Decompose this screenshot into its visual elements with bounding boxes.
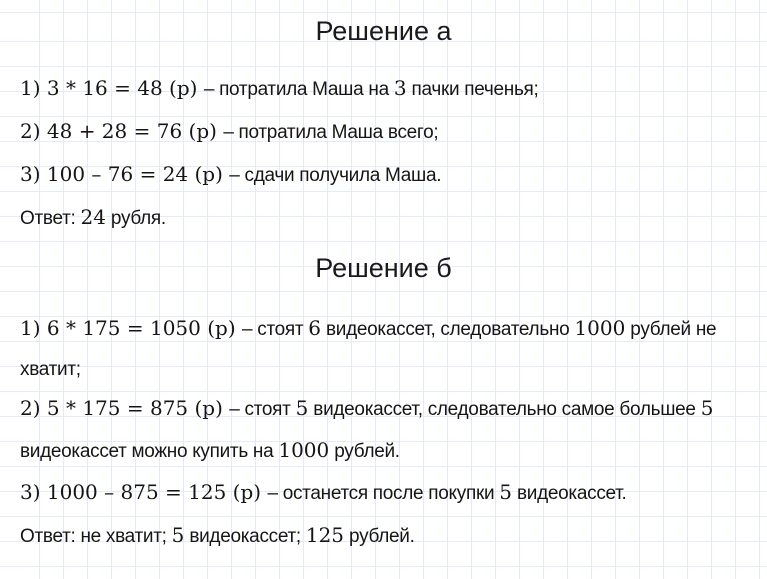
text-segment: 1) 6 * 175 = 1050 (р) (20, 316, 242, 340)
solution-line: 3) 100 – 76 = 24 (р) – сдачи получила Ма… (20, 161, 442, 190)
text-segment: видеокассет, следовательно (321, 319, 575, 340)
text-segment: 2) 48 + 28 = 76 (р) (20, 119, 224, 143)
solution-line: Ответ: не хватит; 5 видеокассет; 125 руб… (20, 522, 415, 551)
solution-line: 2) 5 * 175 = 875 (р) – стоят 5 видеокасс… (20, 395, 713, 424)
text-segment: видеокассет, следовательно самое большее (308, 399, 701, 420)
text-segment: 6 (308, 316, 322, 340)
text-segment: – сдачи получила Маша. (229, 165, 442, 186)
section-b-title: Решение б (315, 253, 452, 283)
text-segment: 3) 100 – 76 = 24 (р) (20, 162, 230, 186)
text-segment: рублей. (344, 526, 415, 547)
solution-line: 1) 6 * 175 = 1050 (р) – стоят 6 видеокас… (20, 315, 717, 344)
text-segment: 2) 5 * 175 = 875 (р) (20, 396, 230, 420)
text-segment: 1000 (278, 438, 330, 462)
text-segment: – потратила Маша на (203, 79, 394, 100)
text-segment: хватит; (20, 359, 81, 380)
text-segment: 125 (305, 523, 345, 547)
text-segment: 3) 1000 – 875 = 125 (р) (20, 480, 268, 504)
text-segment: 24 (80, 205, 106, 229)
text-segment: 5 (700, 396, 714, 420)
text-segment: – стоят (229, 399, 296, 420)
text-segment: 5 (171, 523, 185, 547)
text-segment: Ответ: (20, 208, 81, 229)
text-segment: видеокассет. (512, 483, 627, 504)
solution-line: 2) 48 + 28 = 76 (р) – потратила Маша все… (20, 118, 439, 147)
text-segment: рублей. (329, 441, 400, 462)
text-segment: видеокассет; (184, 526, 306, 547)
text-segment: 3 (393, 76, 407, 100)
text-segment: 1000 (574, 316, 626, 340)
solution-line: 1) 3 * 16 = 48 (р) – потратила Маша на 3… (20, 75, 539, 104)
solution-line: 3) 1000 – 875 = 125 (р) – останется посл… (20, 479, 627, 508)
text-segment: Ответ: не хватит; (20, 526, 172, 547)
solution-line: видеокассет можно купить на 1000 рублей. (20, 437, 400, 466)
text-segment: – останется после покупки (267, 483, 500, 504)
solution-line: Ответ: 24 рубля. (20, 204, 166, 233)
text-segment: 1) 3 * 16 = 48 (р) (20, 76, 204, 100)
text-segment: – потратила Маша всего; (223, 122, 439, 143)
text-segment: рублей не (625, 319, 717, 340)
section-a-title: Решение а (315, 16, 452, 46)
text-segment: – стоят (242, 319, 309, 340)
text-segment: пачки печенья; (406, 79, 539, 100)
text-segment: 5 (295, 396, 309, 420)
text-segment: рубля. (105, 208, 166, 229)
text-segment: 5 (499, 480, 513, 504)
solution-line: хватит; (20, 357, 81, 384)
text-segment: видеокассет можно купить на (20, 441, 279, 462)
